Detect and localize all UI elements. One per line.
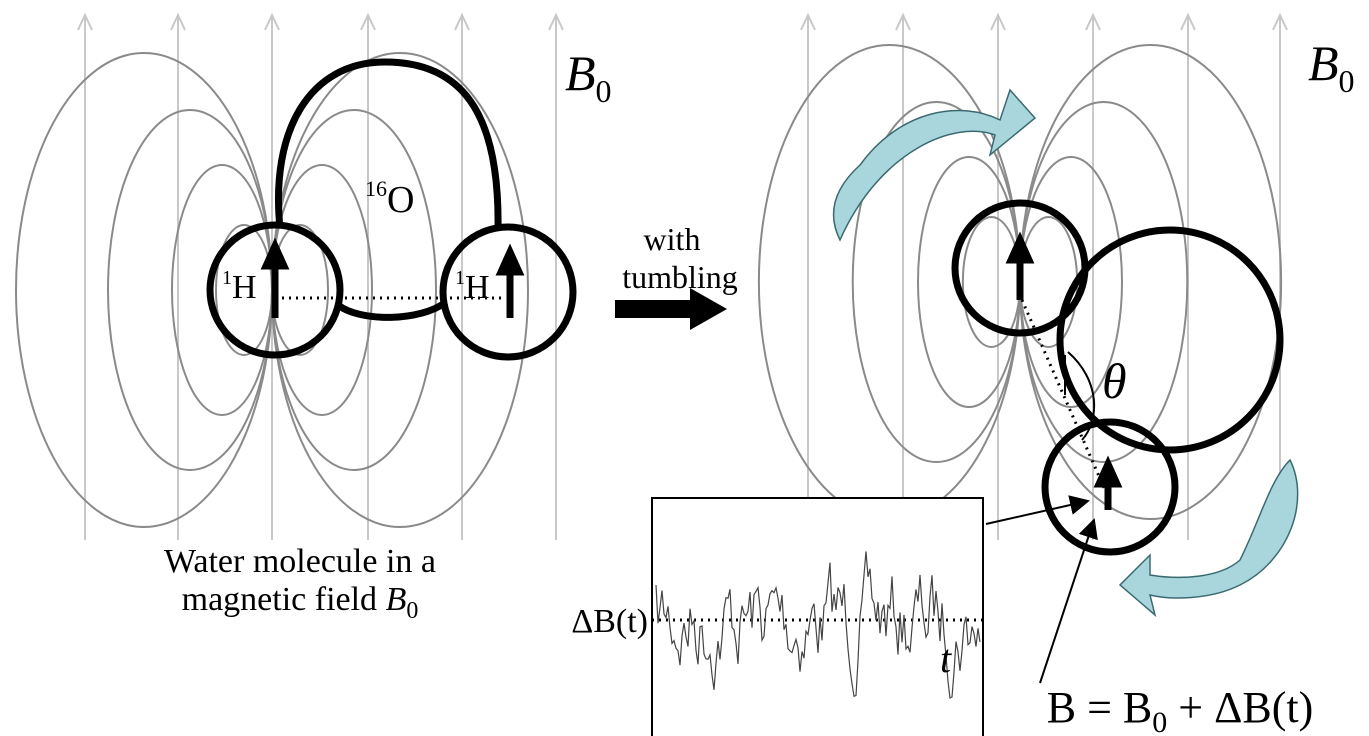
spin-arrow: [495, 243, 525, 318]
field-arrow: [77, 12, 93, 540]
field-arrow: [170, 12, 186, 540]
field-arrow: [990, 12, 1006, 540]
field-arrow: [454, 12, 470, 540]
field-line: [171, 164, 273, 416]
field-arrow: [1272, 12, 1288, 540]
arrow-label: tumbling: [622, 259, 738, 295]
caption: magnetic field B0: [182, 581, 419, 624]
right-molecule: [832, 88, 1299, 618]
hydrogen-atom: [206, 221, 344, 359]
hydrogen-atom: [1041, 418, 1179, 556]
pointer: [985, 495, 1090, 525]
field-label: B0: [1308, 35, 1355, 99]
field-line: [271, 109, 437, 471]
hydrogen-label: 1H: [222, 267, 257, 306]
angle-arc: [1067, 351, 1096, 441]
left-molecule: [206, 58, 577, 361]
field-arrow: [360, 12, 376, 540]
oxygen-shell: [275, 58, 502, 231]
arrow-label: with: [644, 221, 701, 257]
hydrogen-atom: [439, 223, 577, 361]
fluctuation-trace: [655, 551, 981, 699]
field-arrow: [800, 12, 816, 540]
hydrogen-label: 1H: [455, 267, 490, 306]
y-label: ΔB(t): [571, 603, 648, 640]
oxygen-label: 16O: [365, 176, 414, 221]
x-label: t: [940, 636, 952, 681]
field-arrow: [548, 12, 564, 540]
angle-label: θ: [1102, 353, 1127, 409]
spin-arrow: [1005, 231, 1035, 300]
field-arrow: [895, 12, 911, 540]
field-label: B0: [565, 45, 612, 109]
oxygen-bond: [335, 299, 449, 321]
field-line: [271, 52, 529, 528]
spin-arrow: [260, 237, 290, 318]
rotation-arrow: [1118, 458, 1299, 618]
caption: Water molecule in a: [164, 543, 436, 580]
tumbling-arrow: [615, 288, 727, 330]
hydrogen-atom: [951, 199, 1089, 337]
spin-arrow: [1093, 455, 1123, 510]
equation: B = B0 + ΔB(t): [1047, 683, 1314, 736]
rotation-arrow: [832, 88, 1037, 242]
field-line: [917, 156, 1021, 408]
oxygen-shell: [1056, 226, 1284, 454]
field-line: [271, 164, 373, 416]
signal-box: [651, 497, 984, 736]
pointer: [1039, 518, 1098, 684]
